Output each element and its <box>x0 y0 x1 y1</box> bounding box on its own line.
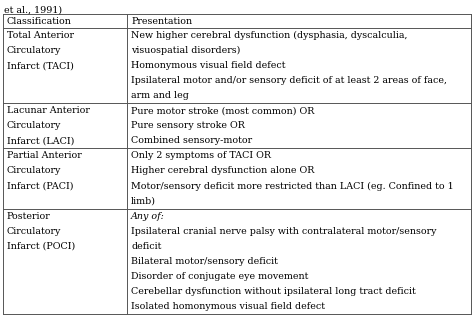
Text: Infarct (TACI): Infarct (TACI) <box>7 61 74 70</box>
Text: arm and leg: arm and leg <box>131 91 189 100</box>
Text: Cerebellar dysfunction without ipsilateral long tract deficit: Cerebellar dysfunction without ipsilater… <box>131 287 416 296</box>
Text: Pure motor stroke (most common) OR: Pure motor stroke (most common) OR <box>131 106 314 115</box>
Text: Ipsilateral cranial nerve palsy with contralateral motor/sensory: Ipsilateral cranial nerve palsy with con… <box>131 227 437 236</box>
Text: Higher cerebral dysfunction alone OR: Higher cerebral dysfunction alone OR <box>131 167 314 175</box>
Text: deficit: deficit <box>131 242 161 251</box>
Text: Isolated homonymous visual field defect: Isolated homonymous visual field defect <box>131 302 325 311</box>
Text: Infarct (LACI): Infarct (LACI) <box>7 137 74 145</box>
Text: Classification: Classification <box>7 16 72 26</box>
Text: Pure sensory stroke OR: Pure sensory stroke OR <box>131 121 245 130</box>
Text: Any of:: Any of: <box>131 212 165 221</box>
Text: New higher cerebral dysfunction (dysphasia, dyscalculia,: New higher cerebral dysfunction (dysphas… <box>131 31 408 40</box>
Text: Total Anterior: Total Anterior <box>7 31 74 40</box>
Text: Presentation: Presentation <box>131 16 192 26</box>
Text: Combined sensory-motor: Combined sensory-motor <box>131 137 252 145</box>
Text: Lacunar Anterior: Lacunar Anterior <box>7 106 90 115</box>
Text: et al., 1991): et al., 1991) <box>4 6 62 15</box>
Text: Posterior: Posterior <box>7 212 51 221</box>
Text: Circulatory: Circulatory <box>7 121 61 130</box>
Text: Disorder of conjugate eye movement: Disorder of conjugate eye movement <box>131 272 309 281</box>
Text: Partial Anterior: Partial Anterior <box>7 151 82 161</box>
Text: Circulatory: Circulatory <box>7 167 61 175</box>
Text: Circulatory: Circulatory <box>7 46 61 55</box>
Text: Motor/sensory deficit more restricted than LACI (eg. Confined to 1: Motor/sensory deficit more restricted th… <box>131 181 454 191</box>
Text: Bilateral motor/sensory deficit: Bilateral motor/sensory deficit <box>131 257 278 266</box>
Text: Only 2 symptoms of TACI OR: Only 2 symptoms of TACI OR <box>131 151 271 161</box>
Text: visuospatial disorders): visuospatial disorders) <box>131 46 240 55</box>
Text: limb): limb) <box>131 197 156 206</box>
Text: Circulatory: Circulatory <box>7 227 61 236</box>
Text: Ipsilateral motor and/or sensory deficit of at least 2 areas of face,: Ipsilateral motor and/or sensory deficit… <box>131 76 447 85</box>
Text: Homonymous visual field defect: Homonymous visual field defect <box>131 61 285 70</box>
Text: Infarct (POCI): Infarct (POCI) <box>7 242 75 251</box>
Text: Infarct (PACI): Infarct (PACI) <box>7 181 73 191</box>
